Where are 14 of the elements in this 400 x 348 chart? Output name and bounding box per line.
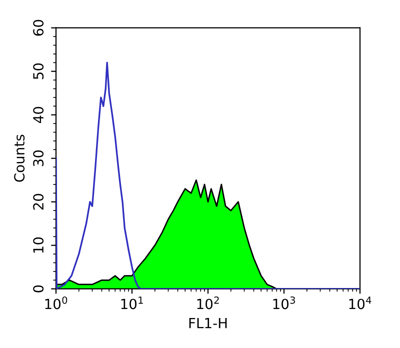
y-tick-label: 60 xyxy=(33,20,44,36)
y-tick-label: 0 xyxy=(33,285,44,292)
x-tick-label: 10$^{3}$ xyxy=(273,296,295,310)
y-tick-label: 40 xyxy=(33,106,44,123)
y-tick-label: 30 xyxy=(33,150,44,166)
y-axis-title: Counts xyxy=(14,134,25,182)
x-tick-label: 10$^{0}$ xyxy=(45,296,68,310)
x-tick-label: 10$^{1}$ xyxy=(121,296,143,310)
x-axis-title: FL1-H xyxy=(189,318,227,328)
y-tick-label: 50 xyxy=(33,63,44,80)
x-tick-label: 10$^{2}$ xyxy=(197,296,219,310)
y-tick-label: 20 xyxy=(33,194,44,210)
y-tick-label: 10 xyxy=(33,237,44,253)
x-tick-label: 10$^{4}$ xyxy=(349,296,372,310)
